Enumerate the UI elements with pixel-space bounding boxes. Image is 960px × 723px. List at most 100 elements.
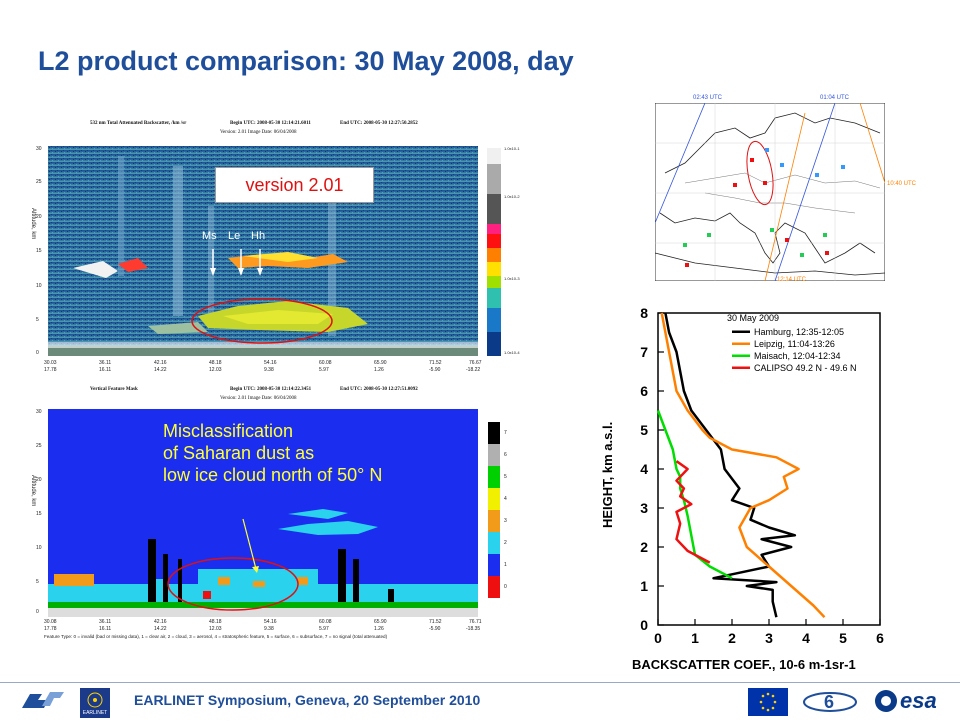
y-tick-label: 2 xyxy=(640,539,648,555)
callout-line: of Saharan dust as xyxy=(163,443,315,463)
x-lat: 30.03 xyxy=(44,360,57,366)
x-tick-label: 5 xyxy=(839,630,847,646)
y-tick-label: 7 xyxy=(640,344,648,360)
station-label-le: Le xyxy=(228,230,241,242)
earlinet-logo-text: EARLINET xyxy=(82,710,108,716)
footer-text: EARLINET Symposium, Geneva, 20 September… xyxy=(134,692,481,708)
y-tick-label: 1 xyxy=(640,578,648,594)
colorbar-label: 3 xyxy=(504,518,507,524)
x-lat: 76.67 xyxy=(469,360,482,366)
misclassification-callout: Misclassification of Saharan dust as low… xyxy=(163,420,382,486)
feature-type-legend: Feature Type: 0 = invalid (bad or missin… xyxy=(44,634,388,639)
backscatter-version: Version: 2.01 Image Date: 06/04/2008 xyxy=(220,130,297,135)
x-lon: 1.26 xyxy=(374,626,384,632)
y-tick: 25 xyxy=(36,179,42,185)
ifos-logo xyxy=(20,688,66,714)
y-tick-label: 0 xyxy=(640,617,648,633)
x-lon: 12.03 xyxy=(209,626,222,632)
callout-line: Misclassification xyxy=(163,421,294,441)
x-lat: 76.71 xyxy=(469,619,482,625)
map-label: 01:04 UTC xyxy=(820,95,850,101)
backscatter-end: End UTC: 2008-05-30 12:27:50.2852 xyxy=(340,121,418,126)
svg-text:6: 6 xyxy=(824,692,834,712)
eu-stars-icon xyxy=(759,692,777,712)
x-lon: 9.38 xyxy=(264,367,274,373)
map-label: 02:43 UTC xyxy=(693,95,723,101)
y-tick: 15 xyxy=(36,511,42,517)
y-tick: 20 xyxy=(36,477,42,483)
x-tick-label: 2 xyxy=(728,630,736,646)
x-lon: -18.35 xyxy=(466,626,481,632)
colorbar-label: 1 xyxy=(504,562,507,568)
x-tick-label: 0 xyxy=(654,630,662,646)
colorbar-label: 6 xyxy=(504,452,507,458)
colorbar-label: 5 xyxy=(504,474,507,480)
earlinet-logo: EARLINET xyxy=(80,688,110,718)
map-label: 10:40 UTC xyxy=(887,181,917,187)
esa-logo: esa xyxy=(874,686,944,716)
chart-xlabel: BACKSCATTER COEF., 10-6 m-1sr-1 xyxy=(632,657,856,672)
legend-label: Hamburg, 12:35-12:05 xyxy=(754,327,844,337)
x-lat: 42.16 xyxy=(154,619,167,625)
x-lon: 16.11 xyxy=(99,626,112,632)
backscatter-y-axis: 30 25 20 15 10 5 0 xyxy=(36,146,46,356)
vfm-colorbar xyxy=(488,422,500,598)
x-lat: 65.90 xyxy=(374,360,387,366)
colorbar-labels: 1.0x10-1 1.0x10-2 1.0x10-3 1.0x10-4 xyxy=(504,146,520,358)
europe-map xyxy=(655,103,885,281)
x-lat: 60.08 xyxy=(319,360,332,366)
colorbar-label: 7 xyxy=(504,430,507,436)
y-tick: 10 xyxy=(36,283,42,289)
x-lon: 17.78 xyxy=(44,367,57,373)
vfm-altitude-label: Altitude, km xyxy=(30,475,36,507)
x-lat: 54.16 xyxy=(264,619,277,625)
vfm-y-axis: 30 25 20 15 10 5 0 xyxy=(36,409,46,619)
vfm-end: End UTC: 2008-05-30 12:27:51.0092 xyxy=(340,387,418,392)
vfm-colorbar-labels: 7 6 5 4 3 2 1 0 xyxy=(504,422,514,598)
chart-ylabel-wrap: HEIGHT, km a.s.l. xyxy=(600,415,622,535)
vfm-version: Version: 2.01 Image Date: 06/04/2008 xyxy=(220,396,297,401)
chart-ylabel: HEIGHT, km a.s.l. xyxy=(600,421,615,529)
x-tick-label: 1 xyxy=(691,630,699,646)
series-line xyxy=(656,410,733,580)
x-lon: 16.11 xyxy=(99,367,112,373)
series-line xyxy=(664,312,797,618)
version-label: version 2.01 xyxy=(215,167,374,203)
backscatter-x-axis: 30.03 36.11 42.16 48.18 54.16 60.08 65.9… xyxy=(44,360,484,378)
colorbar-label: 1.0x10-3 xyxy=(504,276,520,281)
x-lat: 48.18 xyxy=(209,619,222,625)
x-lon: -18.22 xyxy=(466,367,481,373)
esa-logo-icon xyxy=(875,690,897,712)
feature-mask-image xyxy=(48,409,478,617)
backscatter-colorbar xyxy=(487,148,501,356)
fp6-logo: 6 xyxy=(800,688,860,716)
y-tick-label: 4 xyxy=(640,461,648,477)
profile-chart-svg: 0 1 2 3 4 5 6 0 1 2 3 4 5 6 7 8 30 May 2009 Hamburg, 12:… xyxy=(640,305,884,646)
backscatter-header: 532 nm Total Attenuated Backscatter, /km… xyxy=(90,121,187,126)
x-lat: 71.52 xyxy=(429,619,442,625)
vfm-header: Vertical Feature Mask xyxy=(90,387,138,392)
legend-label: Leipzig, 11:04-13:26 xyxy=(754,339,835,349)
series-line xyxy=(660,312,826,619)
x-lat: 48.18 xyxy=(209,360,222,366)
x-lon: 5.97 xyxy=(319,367,329,373)
x-lon: 5.97 xyxy=(319,626,329,632)
fp6-icon: 6 xyxy=(803,692,857,712)
x-lat: 36.11 xyxy=(99,360,112,366)
x-lat: 54.16 xyxy=(264,360,277,366)
x-lon: -5.90 xyxy=(429,367,441,373)
x-tick-label: 3 xyxy=(765,630,773,646)
y-tick-label: 6 xyxy=(640,383,648,399)
ifos-logo-icon xyxy=(22,692,64,708)
y-tick: 15 xyxy=(36,248,42,254)
series-line xyxy=(675,460,711,564)
esa-logo-text: esa xyxy=(900,688,937,713)
vfm-begin: Begin UTC: 2008-05-30 12:14:22.3451 xyxy=(230,387,312,392)
y-tick-label: 8 xyxy=(640,305,648,321)
footer-divider xyxy=(0,682,960,683)
chart-title: 30 May 2009 xyxy=(727,313,779,323)
x-lon: 14.22 xyxy=(154,626,167,632)
x-lon: 17.78 xyxy=(44,626,57,632)
x-lat: 36.11 xyxy=(99,619,112,625)
colorbar-label: 2 xyxy=(504,540,507,546)
